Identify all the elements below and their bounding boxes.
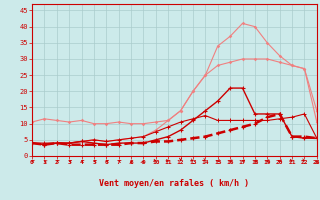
- X-axis label: Vent moyen/en rafales ( km/h ): Vent moyen/en rafales ( km/h ): [100, 179, 249, 188]
